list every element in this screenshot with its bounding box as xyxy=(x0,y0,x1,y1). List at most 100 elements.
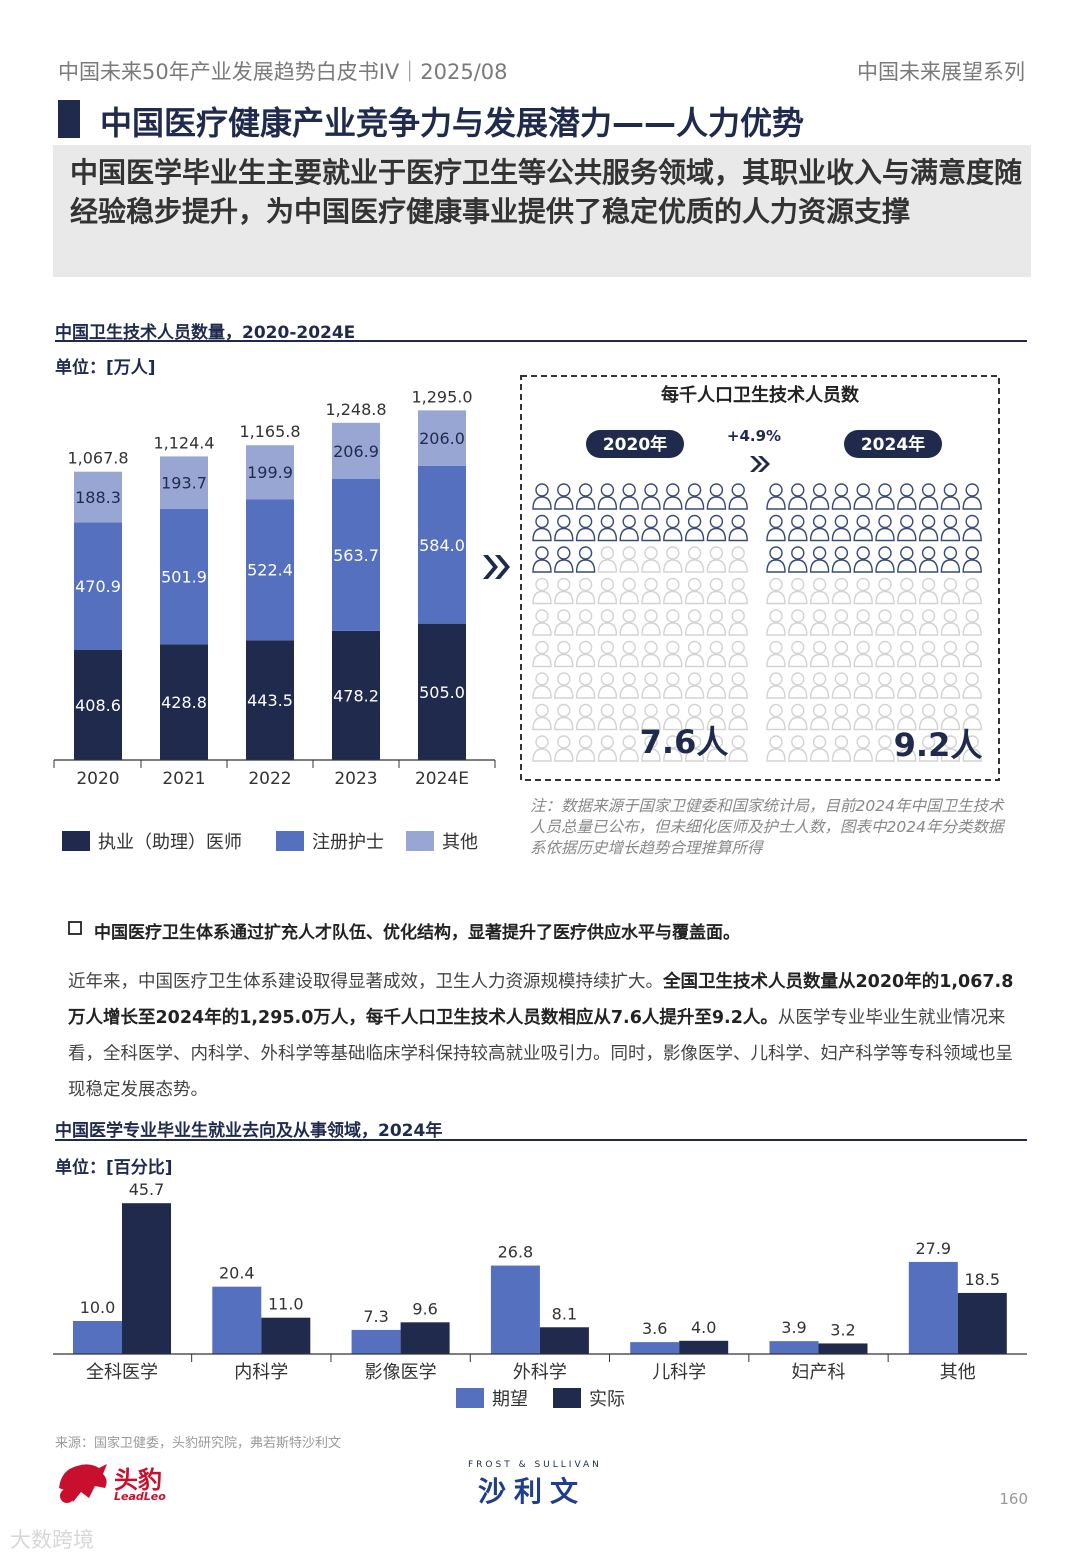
person-icon xyxy=(641,609,661,636)
person-body xyxy=(728,527,748,542)
person-head xyxy=(644,514,658,529)
person-icon xyxy=(684,483,705,510)
person-icon xyxy=(897,546,917,573)
person-head xyxy=(709,483,724,497)
person-head xyxy=(709,672,724,686)
bar-segment xyxy=(246,640,294,760)
person-icon xyxy=(788,577,808,605)
person-icon xyxy=(619,640,639,668)
paragraph-emphasis: 全国卫生技术人员数量从2020年的1,067.8万人增长至2024年的1,295… xyxy=(68,972,1014,1028)
person-body xyxy=(853,527,873,542)
person-head xyxy=(622,483,636,497)
person-body xyxy=(597,653,618,668)
person-head xyxy=(965,514,979,529)
person-head xyxy=(644,703,658,718)
person-body xyxy=(684,496,705,510)
person-body xyxy=(809,527,830,542)
report-header: 中国未来50年产业发展趋势白皮书IV｜2025/08 xyxy=(58,60,508,84)
person-head xyxy=(856,735,870,749)
person-icon xyxy=(575,672,596,699)
x-tick-label: 内科学 xyxy=(234,1362,288,1383)
leadleo-logo-icon xyxy=(59,1464,107,1503)
person-body xyxy=(831,496,852,510)
person-head xyxy=(900,703,914,718)
person-head xyxy=(878,546,892,560)
person-head xyxy=(578,609,593,623)
bar-value-label: 8.1 xyxy=(552,1304,577,1323)
bar-value-label: 45.7 xyxy=(129,1180,165,1199)
person-head xyxy=(943,703,958,718)
person-body xyxy=(619,685,639,699)
person-head xyxy=(557,546,571,560)
per-thousand-panel: 每千人口卫生技术人员数 2020年 2024年 +4.9% 7.6人 9.2人 xyxy=(520,375,1000,781)
person-head xyxy=(578,514,593,529)
person-head xyxy=(856,672,870,686)
person-body xyxy=(641,653,661,668)
subtitle-box xyxy=(53,145,1031,277)
person-body xyxy=(766,559,786,573)
person-icon xyxy=(766,703,786,731)
bar-value-label: 18.5 xyxy=(964,1270,1000,1289)
person-body xyxy=(897,496,917,510)
bar-value-label: 4.0 xyxy=(691,1318,716,1337)
person-icon xyxy=(532,546,552,573)
person-body xyxy=(728,685,748,699)
leadleo-english-name: LeadLeo xyxy=(114,1490,166,1503)
person-icon xyxy=(918,483,939,510)
person-body xyxy=(728,496,748,510)
person-body xyxy=(831,590,852,605)
person-head xyxy=(535,514,549,529)
segment-label: 188.3 xyxy=(75,488,121,507)
person-icon xyxy=(554,703,574,731)
person-head xyxy=(731,546,745,560)
chart1-unit: 单位：[万人] xyxy=(55,358,156,378)
person-body xyxy=(918,559,939,573)
person-body xyxy=(575,748,596,762)
person-body xyxy=(663,590,683,605)
chart1-rule xyxy=(55,340,1027,342)
person-head xyxy=(834,514,849,529)
person-head xyxy=(965,735,979,749)
person-body xyxy=(575,496,596,510)
person-icon xyxy=(619,735,639,762)
person-head xyxy=(644,546,658,560)
person-head xyxy=(600,703,615,718)
subtitle: 中国医学毕业生主要就业于医疗卫生等公共服务领域，其职业收入与满意度随经验稳步提升… xyxy=(70,156,1023,228)
person-body xyxy=(809,716,830,731)
person-icon xyxy=(918,735,939,762)
person-head xyxy=(644,735,658,749)
person-icon xyxy=(875,514,895,542)
person-body xyxy=(532,622,552,636)
person-head xyxy=(557,577,571,592)
person-body xyxy=(766,527,786,542)
person-icon xyxy=(788,546,808,573)
person-body xyxy=(706,622,727,636)
person-body xyxy=(766,748,786,762)
person-body xyxy=(875,559,895,573)
person-body xyxy=(918,527,939,542)
paragraph-part-1: 近年来，中国医疗卫生体系建设取得显著成效，卫生人力资源规模持续扩大。 xyxy=(68,972,663,992)
person-head xyxy=(622,672,636,686)
person-head xyxy=(644,640,658,655)
person-icon xyxy=(940,546,961,573)
person-icon xyxy=(597,640,618,668)
person-body xyxy=(831,527,852,542)
person-body xyxy=(853,748,873,762)
frost-sullivan-logo: 沙利文 xyxy=(478,1475,587,1508)
person-body xyxy=(918,716,939,731)
person-body xyxy=(918,748,939,762)
bar-segment xyxy=(160,644,208,760)
person-icon xyxy=(853,546,873,573)
person-icon xyxy=(853,483,873,510)
bar xyxy=(122,1203,171,1354)
person-head xyxy=(943,640,958,655)
bar-segment xyxy=(418,410,466,466)
person-body xyxy=(940,653,961,668)
person-head xyxy=(769,640,783,655)
person-body xyxy=(788,496,808,510)
person-icon xyxy=(918,703,939,731)
person-body xyxy=(875,685,895,699)
person-head xyxy=(644,483,658,497)
person-body xyxy=(940,748,961,762)
person-body xyxy=(766,590,786,605)
